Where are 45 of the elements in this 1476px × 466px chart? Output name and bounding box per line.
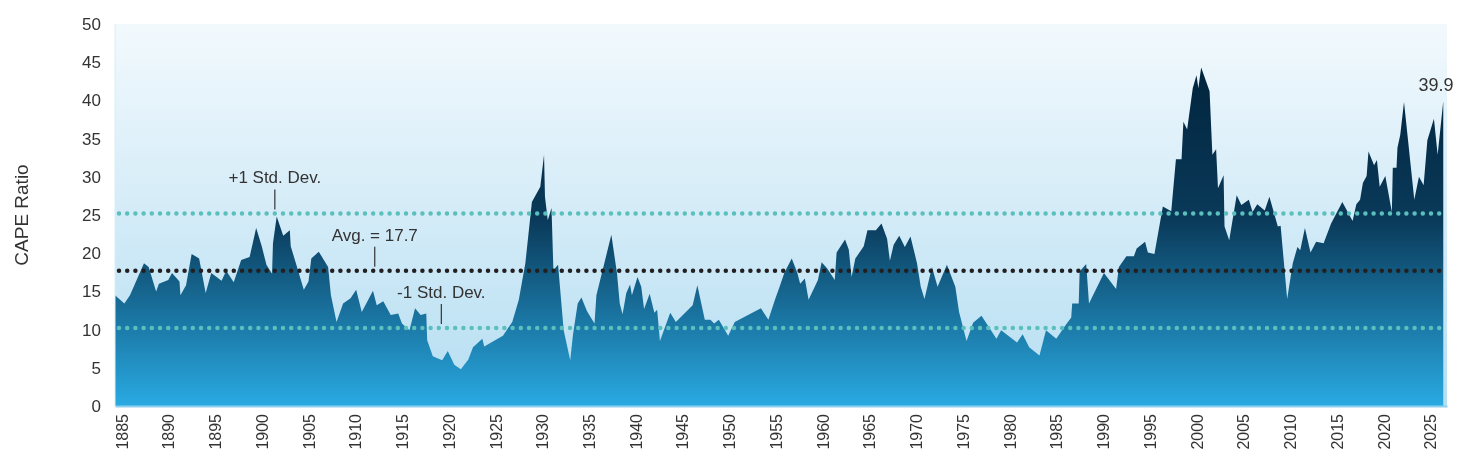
x-tick-label: 1885 [113,413,131,450]
x-tick-label: 2025 [1422,413,1440,450]
x-tick-label: 1965 [861,413,879,450]
x-tick-label: 1960 [814,413,832,450]
x-tick-label: 2010 [1282,413,1300,450]
y-tick-label: 50 [82,14,101,34]
x-tick-label: 1890 [160,413,178,450]
x-tick-label: 1975 [954,413,972,450]
x-tick-label: 2015 [1328,413,1346,450]
x-tick-label: 2020 [1375,413,1393,450]
x-tick-label: 1925 [487,413,505,450]
x-tick-label: 1955 [767,413,785,450]
x-tick-label: 1905 [300,413,318,450]
x-tick-label: 1895 [207,413,225,450]
x-tick-label: 1940 [627,413,645,450]
annotation: 39.9 [1418,75,1454,96]
y-tick-label: 40 [82,91,101,111]
x-tick-label: 1910 [347,413,365,450]
x-tick-label: 1990 [1095,413,1113,450]
ref-line-label: +1 Std. Dev. [228,168,322,188]
y-tick-label: 10 [82,320,101,340]
y-tick-label: 5 [91,358,101,378]
x-tick-label: 1915 [394,413,412,450]
x-tick-label: 2005 [1235,413,1253,450]
y-tick-label: 20 [82,244,101,264]
x-tick-label: 2000 [1188,413,1206,450]
y-axis-title: CAPE Ratio [11,164,32,266]
x-tick-label: 1920 [440,413,458,450]
x-tick-label: 1950 [721,413,739,450]
y-tick-label: 0 [91,396,101,416]
x-tick-label: 1900 [253,413,271,450]
x-tick-label: 1980 [1001,413,1019,450]
y-tick-label: 25 [82,205,101,225]
x-tick-label: 1935 [581,413,599,450]
y-tick-label: 15 [82,282,101,302]
x-tick-label: 1930 [534,413,552,450]
y-tick-label: 30 [82,167,101,187]
x-tick-label: 1970 [908,413,926,450]
ref-line-label: -1 Std. Dev. [397,283,486,303]
x-tick-label: 1985 [1048,413,1066,450]
ref-line-label: Avg. = 17.7 [331,225,418,245]
x-tick-label: 1995 [1141,413,1159,450]
y-tick-label: 35 [82,129,101,149]
x-tick-label: 1945 [674,413,692,450]
y-tick-label: 45 [82,53,101,73]
